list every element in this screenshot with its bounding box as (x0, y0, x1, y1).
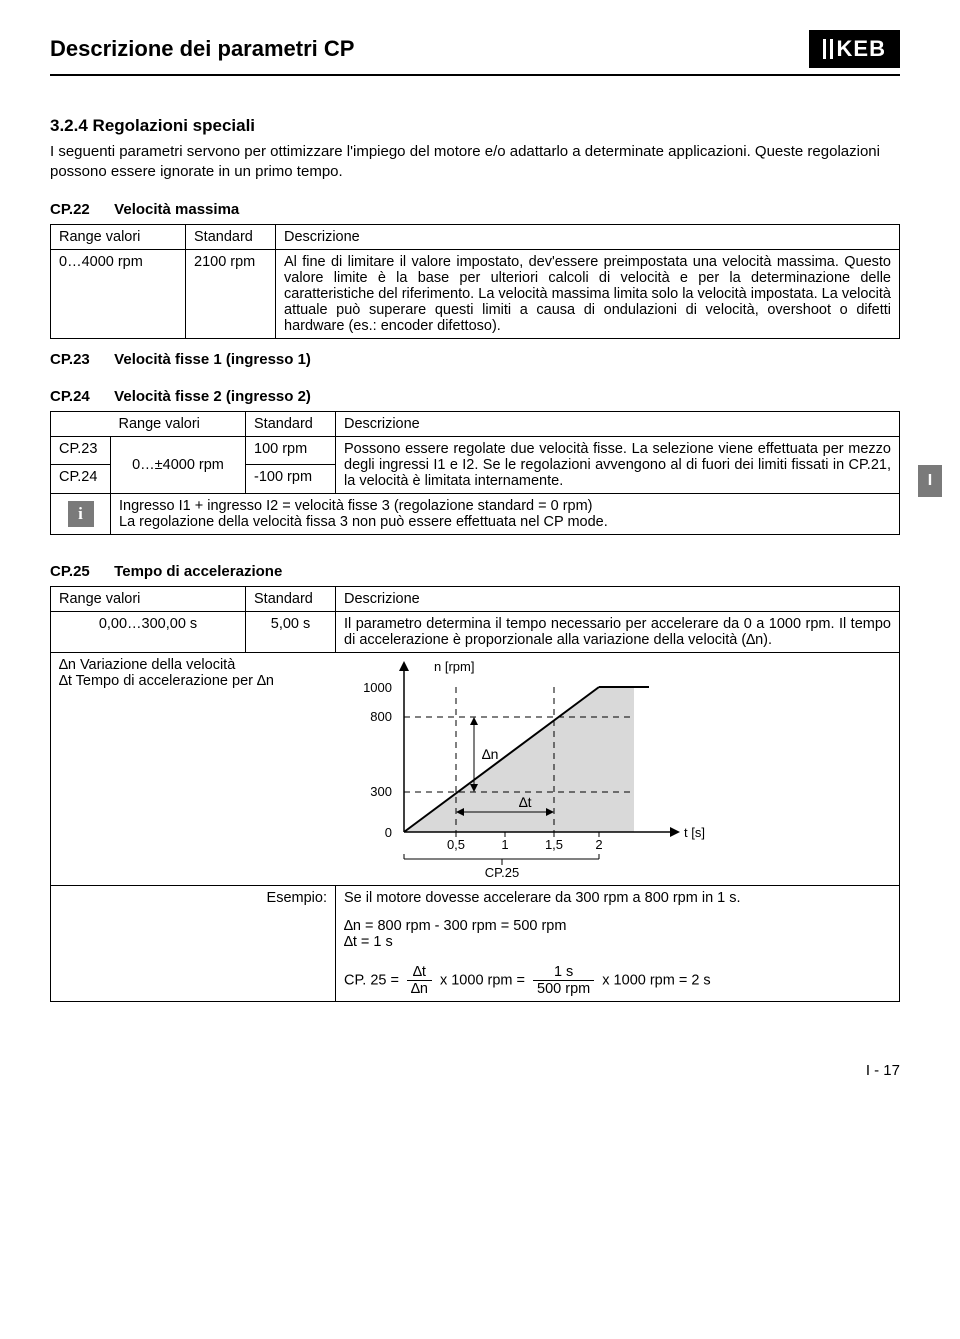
cp24-desc: Possono essere regolate due velocità fis… (336, 436, 900, 493)
chart-y-label: n [rpm] (434, 659, 474, 674)
cp23-heading: CP.23 Velocità fisse 1 (ingresso 1) (50, 351, 900, 368)
chart-caption: CP.25 (484, 865, 518, 877)
svg-text:0: 0 (384, 825, 391, 840)
cp24-std1: 100 rpm (246, 436, 336, 465)
cp22-range: 0…4000 rpm (51, 249, 186, 338)
cp24-row2-code: CP.24 (51, 465, 111, 494)
col-range: Range valori (111, 411, 246, 436)
info-icon: i (68, 501, 94, 527)
example-dn: ∆n = 800 rpm - 300 rpm = 500 rpm (344, 918, 891, 934)
col-desc: Descrizione (336, 411, 900, 436)
cp22-heading: CP.22 Velocità massima (50, 201, 900, 218)
cp24-range: 0…±4000 rpm (111, 436, 246, 493)
col-range: Range valori (51, 224, 186, 249)
cp23-code: CP.23 (50, 351, 110, 368)
acceleration-chart: ∆n ∆t n [rpm] 0 300 800 1000 0,5 1 1,5 2 (344, 657, 724, 877)
svg-text:1: 1 (501, 837, 508, 852)
col-desc: Descrizione (276, 224, 900, 249)
example-label: Esempio: (51, 885, 336, 1001)
section-title: Regolazioni speciali (93, 116, 256, 135)
cp25-std: 5,00 s (246, 611, 336, 652)
header-title: Descrizione dei parametri CP (50, 36, 354, 62)
col-range: Range valori (51, 586, 246, 611)
brand-logo: KEB (809, 30, 900, 68)
logo-text: KEB (837, 36, 886, 62)
section-intro: I seguenti parametri servono per ottimiz… (50, 142, 900, 183)
cp25-heading: CP.25 Tempo di accelerazione (50, 563, 900, 580)
cp25-range: 0,00…300,00 s (51, 611, 246, 652)
cp22-std: 2100 rpm (186, 249, 276, 338)
svg-text:300: 300 (370, 784, 392, 799)
chart-dt-label: ∆t (519, 794, 532, 810)
cp25-legend-dt: ∆t Tempo di accelerazione per ∆n (59, 673, 328, 689)
cp25-desc: Il parametro determina il tempo necessar… (336, 611, 900, 652)
cp24-row1-code: CP.23 (51, 436, 111, 465)
cp24-std2: -100 rpm (246, 465, 336, 494)
svg-text:1000: 1000 (363, 680, 392, 695)
cp25-legend-dn: ∆n Variazione della velocità (59, 657, 328, 673)
svg-text:0,5: 0,5 (446, 837, 464, 852)
cp23-title: Velocità fisse 1 (ingresso 1) (114, 351, 311, 368)
col-std: Standard (186, 224, 276, 249)
svg-text:1,5: 1,5 (544, 837, 562, 852)
page-header: Descrizione dei parametri CP KEB (50, 30, 900, 76)
section-heading: 3.2.4 Regolazioni speciali (50, 116, 900, 136)
cp25-title: Tempo di accelerazione (114, 563, 282, 580)
col-std: Standard (246, 411, 336, 436)
col-std: Standard (246, 586, 336, 611)
col-desc: Descrizione (336, 586, 900, 611)
cp24-title: Velocità fisse 2 (ingresso 2) (114, 388, 311, 405)
cp24-heading: CP.24 Velocità fisse 2 (ingresso 2) (50, 388, 900, 405)
example-text: Se il motore dovesse accelerare da 300 r… (344, 890, 891, 906)
cp25-formula: CP. 25 = ∆t∆n x 1000 rpm = 1 s500 rpm x … (344, 964, 891, 997)
example-dt: ∆t = 1 s (344, 934, 891, 950)
cp25-table: Range valori Standard Descrizione 0,00…3… (50, 586, 900, 1002)
cp24-table: Range valori Standard Descrizione CP.23 … (50, 411, 900, 535)
cp25-code: CP.25 (50, 563, 110, 580)
side-tab: I (918, 465, 942, 497)
chart-x-label: t [s] (684, 825, 705, 840)
cp22-table: Range valori Standard Descrizione 0…4000… (50, 224, 900, 339)
chart-dn-label: ∆n (482, 746, 498, 762)
page-footer: I - 17 (50, 1062, 900, 1079)
cp22-desc: Al fine di limitare il valore impostato,… (276, 249, 900, 338)
section-number: 3.2.4 (50, 116, 88, 135)
cp22-title: Velocità massima (114, 201, 239, 218)
svg-text:2: 2 (595, 837, 602, 852)
cp24-code: CP.24 (50, 388, 110, 405)
svg-text:800: 800 (370, 709, 392, 724)
cp24-note: Ingresso I1 + ingresso I2 = velocità fis… (111, 493, 900, 534)
cp22-code: CP.22 (50, 201, 110, 218)
